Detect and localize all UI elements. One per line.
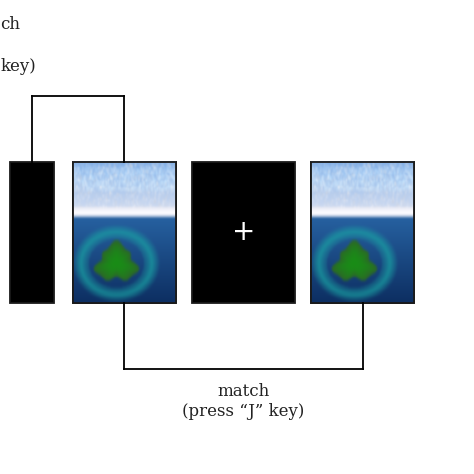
Bar bbox=[10, 162, 54, 303]
Text: +: + bbox=[232, 219, 255, 246]
Bar bbox=[192, 162, 295, 303]
Bar bbox=[311, 162, 414, 303]
Text: ch: ch bbox=[0, 16, 20, 33]
Bar bbox=[73, 162, 176, 303]
Bar bbox=[73, 162, 176, 303]
Text: key): key) bbox=[0, 58, 36, 75]
Bar bbox=[311, 162, 414, 303]
Text: match
(press “J” key): match (press “J” key) bbox=[182, 383, 305, 419]
